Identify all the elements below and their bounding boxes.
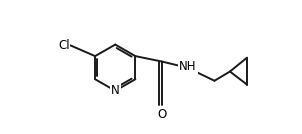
Text: N: N	[111, 84, 120, 97]
Text: O: O	[157, 109, 166, 122]
Text: NH: NH	[179, 60, 197, 73]
Text: Cl: Cl	[58, 39, 69, 52]
